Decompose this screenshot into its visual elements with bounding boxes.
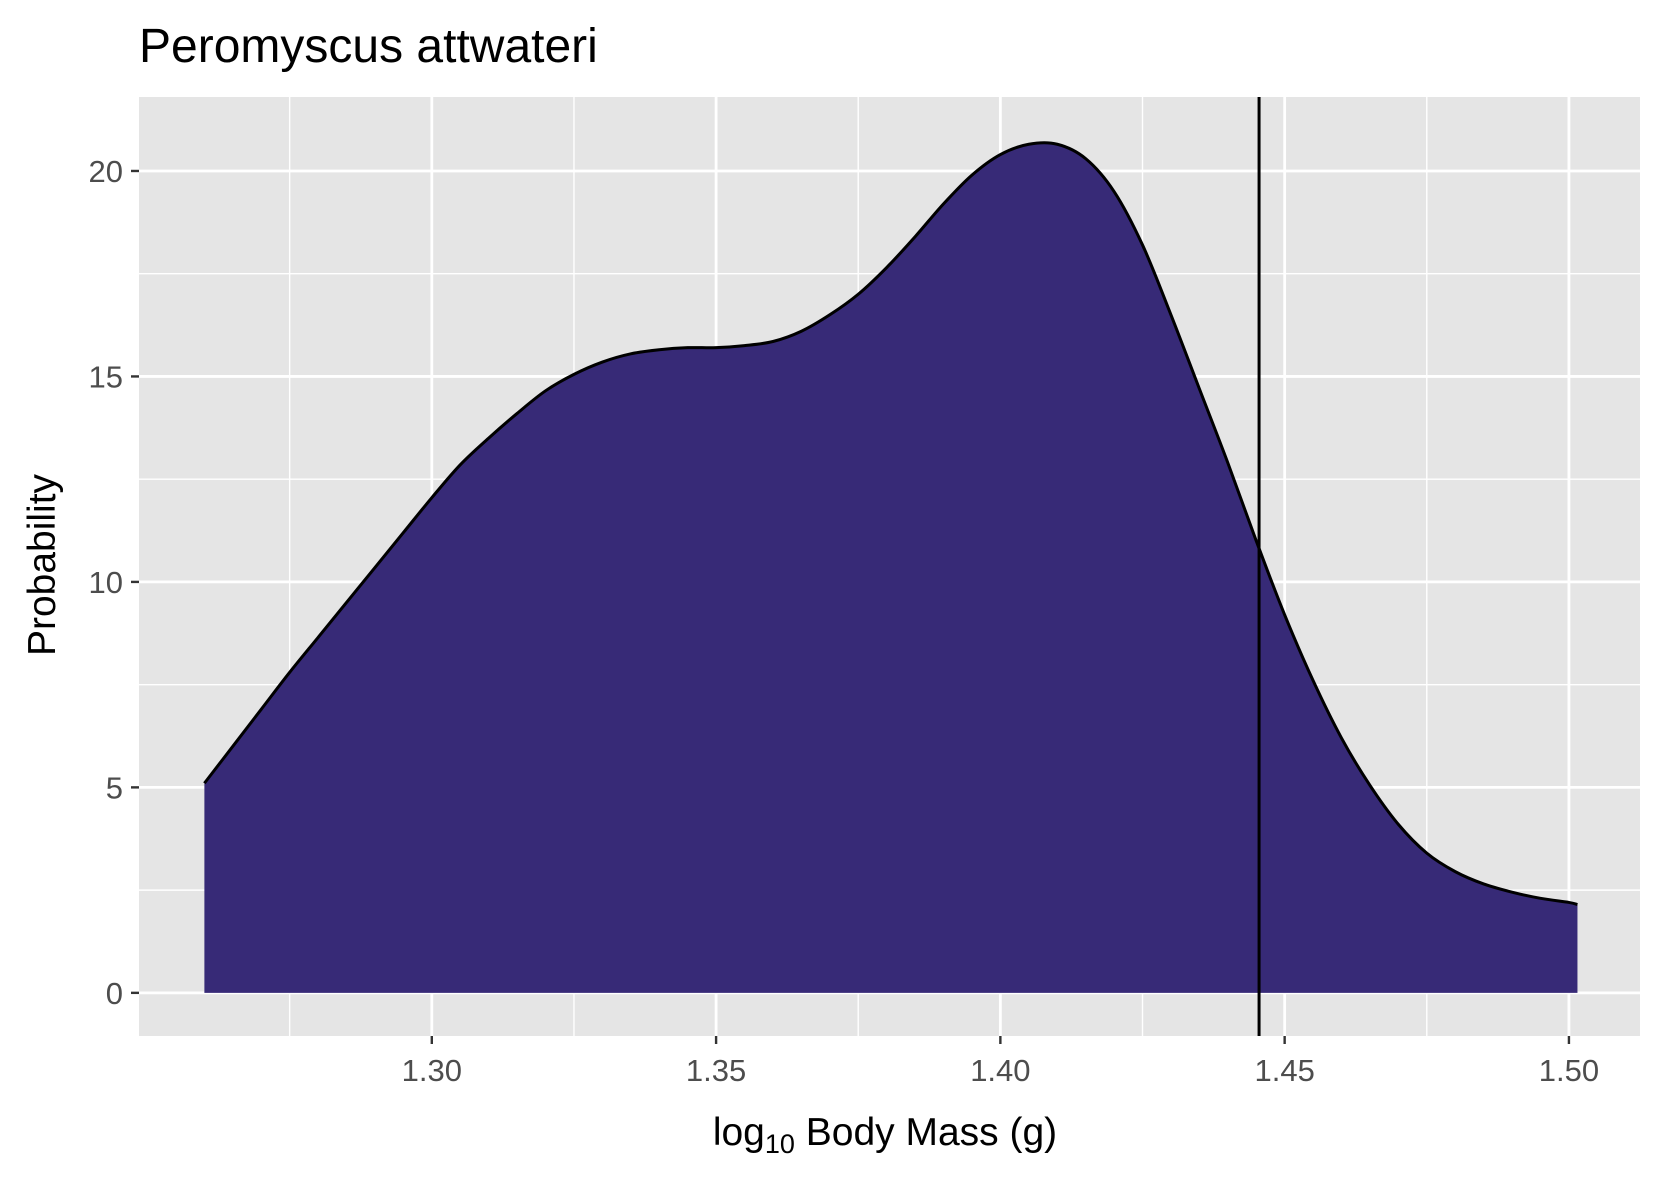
x-axis-title-suffix: Body Mass (g) (795, 1111, 1057, 1154)
x-tick-label: 1.50 (1539, 1053, 1599, 1088)
y-tick-label: 5 (106, 770, 123, 805)
y-axis-title: Probability (21, 473, 64, 656)
chart-title: Peromyscus attwateri (139, 20, 598, 73)
x-axis-title-subscript: 10 (765, 1129, 795, 1159)
density-area (204, 142, 1578, 993)
x-axis-title-prefix: log (713, 1111, 765, 1154)
x-axis-title: log10 Body Mass (g) (713, 1111, 1057, 1159)
y-tick-label: 10 (89, 565, 123, 600)
x-tick-label: 1.40 (970, 1053, 1030, 1088)
x-tick-label: 1.30 (402, 1053, 462, 1088)
y-tick-label: 15 (89, 359, 123, 394)
x-tick-label: 1.35 (686, 1053, 746, 1088)
density-line (203, 141, 1578, 906)
y-axis-ticks: 0 5 10 15 20 (89, 154, 139, 1011)
y-tick-label: 20 (89, 154, 123, 189)
x-tick-label: 1.45 (1254, 1053, 1314, 1088)
y-tick-label: 0 (106, 976, 123, 1011)
x-axis-ticks: 1.30 1.35 1.40 1.45 1.50 (402, 1036, 1599, 1088)
